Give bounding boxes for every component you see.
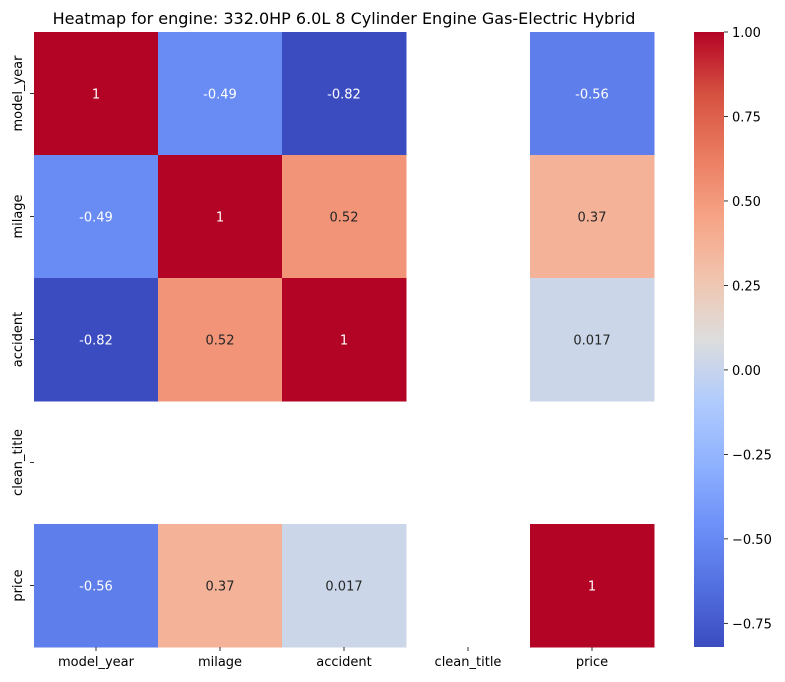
heatmap-cell xyxy=(530,278,655,402)
heatmap-cell xyxy=(158,155,283,279)
chart-title: Heatmap for engine: 332.0HP 6.0L 8 Cylin… xyxy=(53,9,636,28)
cell-annotation: 1 xyxy=(216,211,224,226)
colorbar-tick-label: −0.25 xyxy=(732,448,772,463)
colorbar-tick-label: −0.75 xyxy=(732,617,772,632)
colorbar-tick-label: 0.50 xyxy=(732,195,761,210)
cell-annotations: 1 -0.49 -0.82 -0.56 -0.49 1 0.52 0.37 -0.82 0.52 1… xyxy=(79,88,610,595)
cell-annotation: 1 xyxy=(588,580,596,595)
cell-annotation: -0.49 xyxy=(203,88,237,103)
cell-annotation: -0.56 xyxy=(575,88,609,103)
heatmap-cells xyxy=(34,32,655,648)
cell-annotation: 1 xyxy=(92,88,100,103)
colorbar-tick-label: 0.25 xyxy=(732,279,761,294)
colorbar-tick-label: 1.00 xyxy=(732,26,761,41)
x-tick-label: accident xyxy=(316,655,371,670)
heatmap-cell xyxy=(158,32,283,156)
heatmap-cell xyxy=(530,524,655,648)
heatmap-cell xyxy=(158,278,283,402)
heatmap-cell xyxy=(282,524,407,648)
x-tick-label: price xyxy=(576,655,608,670)
cell-annotation: -0.56 xyxy=(79,580,113,595)
y-tick-label: milage xyxy=(11,194,26,238)
cell-annotation: 0.37 xyxy=(578,211,607,226)
heatmap-cell xyxy=(530,155,655,279)
y-tick-label: accident xyxy=(11,312,26,367)
y-tick-label: price xyxy=(11,569,26,601)
cell-annotation: 1 xyxy=(340,334,348,349)
heatmap-cell xyxy=(282,32,407,156)
cell-annotation: -0.82 xyxy=(79,334,113,349)
heatmap-cell xyxy=(34,155,159,279)
heatmap-cell xyxy=(282,155,407,279)
x-axis: model_year milage accident clean_title price xyxy=(58,647,608,670)
heatmap-cell xyxy=(158,524,283,648)
cell-annotation: 0.37 xyxy=(206,580,235,595)
y-tick-label: clean_title xyxy=(11,429,26,496)
colorbar-gradient xyxy=(694,32,724,647)
cell-annotation: 0.52 xyxy=(206,334,235,349)
cell-annotation: 0.017 xyxy=(573,334,610,349)
colorbar-tick-label: −0.50 xyxy=(732,533,772,548)
heatmap-cell xyxy=(34,32,159,156)
colorbar: 1.00 0.75 0.50 0.25 0.00 −0.25 −0.50 −0.75 xyxy=(694,26,772,647)
x-tick-label: model_year xyxy=(58,655,135,670)
heatmap-cell xyxy=(34,278,159,402)
colorbar-tick-label: 0.75 xyxy=(732,110,761,125)
cell-annotation: -0.82 xyxy=(327,88,361,103)
cell-annotation: -0.49 xyxy=(79,211,113,226)
x-tick-label: milage xyxy=(198,655,242,670)
heatmap-cell xyxy=(530,32,655,156)
heatmap-cell xyxy=(282,278,407,402)
heatmap-cell xyxy=(34,524,159,648)
x-tick-label: clean_title xyxy=(435,655,502,670)
cell-annotation: 0.52 xyxy=(330,211,359,226)
y-tick-label: model_year xyxy=(11,55,26,132)
colorbar-tick-label: 0.00 xyxy=(732,364,761,379)
cell-annotation: 0.017 xyxy=(325,580,362,595)
